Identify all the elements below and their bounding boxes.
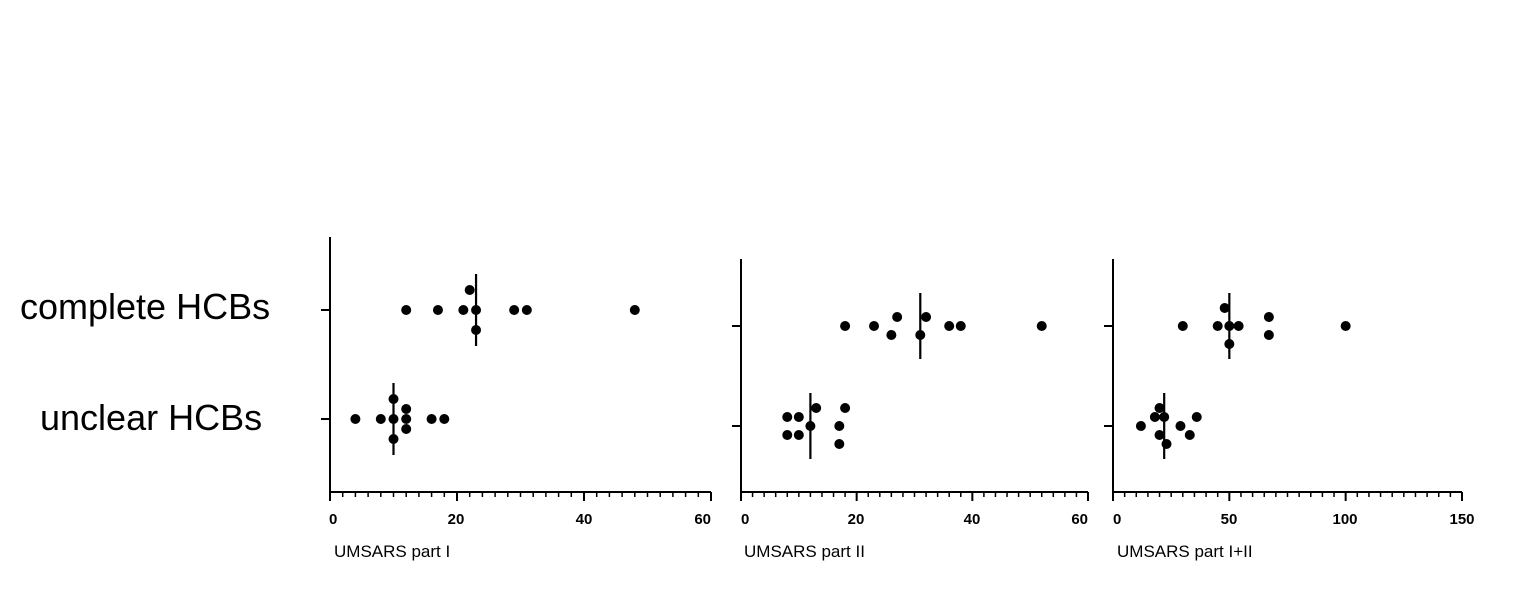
data-point <box>1154 430 1165 440</box>
data-point <box>921 312 932 322</box>
data-point <box>509 305 520 315</box>
x-axis-label: UMSARS part I+II <box>1117 542 1253 561</box>
data-point <box>426 414 437 424</box>
data-point <box>1233 321 1244 331</box>
data-point <box>388 414 399 424</box>
data-point <box>458 305 469 315</box>
data-point <box>1036 321 1047 331</box>
data-point <box>388 434 399 444</box>
x-tick-label: 50 <box>1221 511 1238 528</box>
data-point <box>782 412 793 422</box>
data-point <box>1135 421 1146 431</box>
data-point <box>793 430 804 440</box>
x-tick-label: 150 <box>1449 511 1474 528</box>
data-point <box>1149 412 1160 422</box>
data-point <box>388 394 399 404</box>
data-point <box>1340 321 1351 331</box>
data-point <box>834 421 845 431</box>
data-point <box>886 330 897 340</box>
data-point <box>1219 303 1230 313</box>
data-point <box>439 414 450 424</box>
data-point <box>464 285 475 295</box>
data-point <box>1263 330 1274 340</box>
data-point <box>1159 412 1170 422</box>
x-tick-label: 100 <box>1332 511 1357 528</box>
data-point <box>811 403 822 413</box>
category-label-complete: complete HCBs <box>20 286 271 327</box>
data-point <box>471 305 482 315</box>
x-tick-label: 0 <box>741 511 749 528</box>
x-tick-label: 60 <box>1071 511 1088 528</box>
x-tick-label: 0 <box>329 511 337 528</box>
data-point <box>401 424 412 434</box>
data-point <box>840 403 851 413</box>
data-point <box>1177 321 1188 331</box>
data-point <box>1263 312 1274 322</box>
data-point <box>1224 339 1235 349</box>
data-point <box>1212 321 1223 331</box>
data-point <box>793 412 804 422</box>
data-point <box>401 404 412 414</box>
data-point <box>944 321 955 331</box>
data-point <box>869 321 880 331</box>
data-point <box>471 325 482 335</box>
data-point <box>892 312 903 322</box>
x-axis-label: UMSARS part I <box>334 542 450 561</box>
data-point <box>1154 403 1165 413</box>
x-axis-label: UMSARS part II <box>744 542 865 561</box>
data-point <box>1224 321 1235 331</box>
data-point <box>401 414 412 424</box>
data-point <box>834 439 845 449</box>
data-point <box>805 421 816 431</box>
data-point <box>629 305 640 315</box>
x-tick-label: 20 <box>448 511 465 528</box>
data-point <box>401 305 412 315</box>
category-label-unclear: unclear HCBs <box>40 397 263 438</box>
data-point <box>955 321 966 331</box>
x-tick-label: 40 <box>964 511 981 528</box>
data-point <box>1191 412 1202 422</box>
data-point <box>1175 421 1186 431</box>
data-point <box>521 305 532 315</box>
data-point <box>1161 439 1172 449</box>
data-point <box>915 330 926 340</box>
data-point <box>1184 430 1195 440</box>
data-point <box>375 414 386 424</box>
data-point <box>432 305 443 315</box>
data-point <box>350 414 361 424</box>
x-tick-label: 60 <box>694 511 711 528</box>
data-point <box>840 321 851 331</box>
x-tick-label: 0 <box>1113 511 1121 528</box>
data-point <box>782 430 793 440</box>
x-tick-label: 40 <box>576 511 593 528</box>
x-tick-label: 20 <box>848 511 865 528</box>
